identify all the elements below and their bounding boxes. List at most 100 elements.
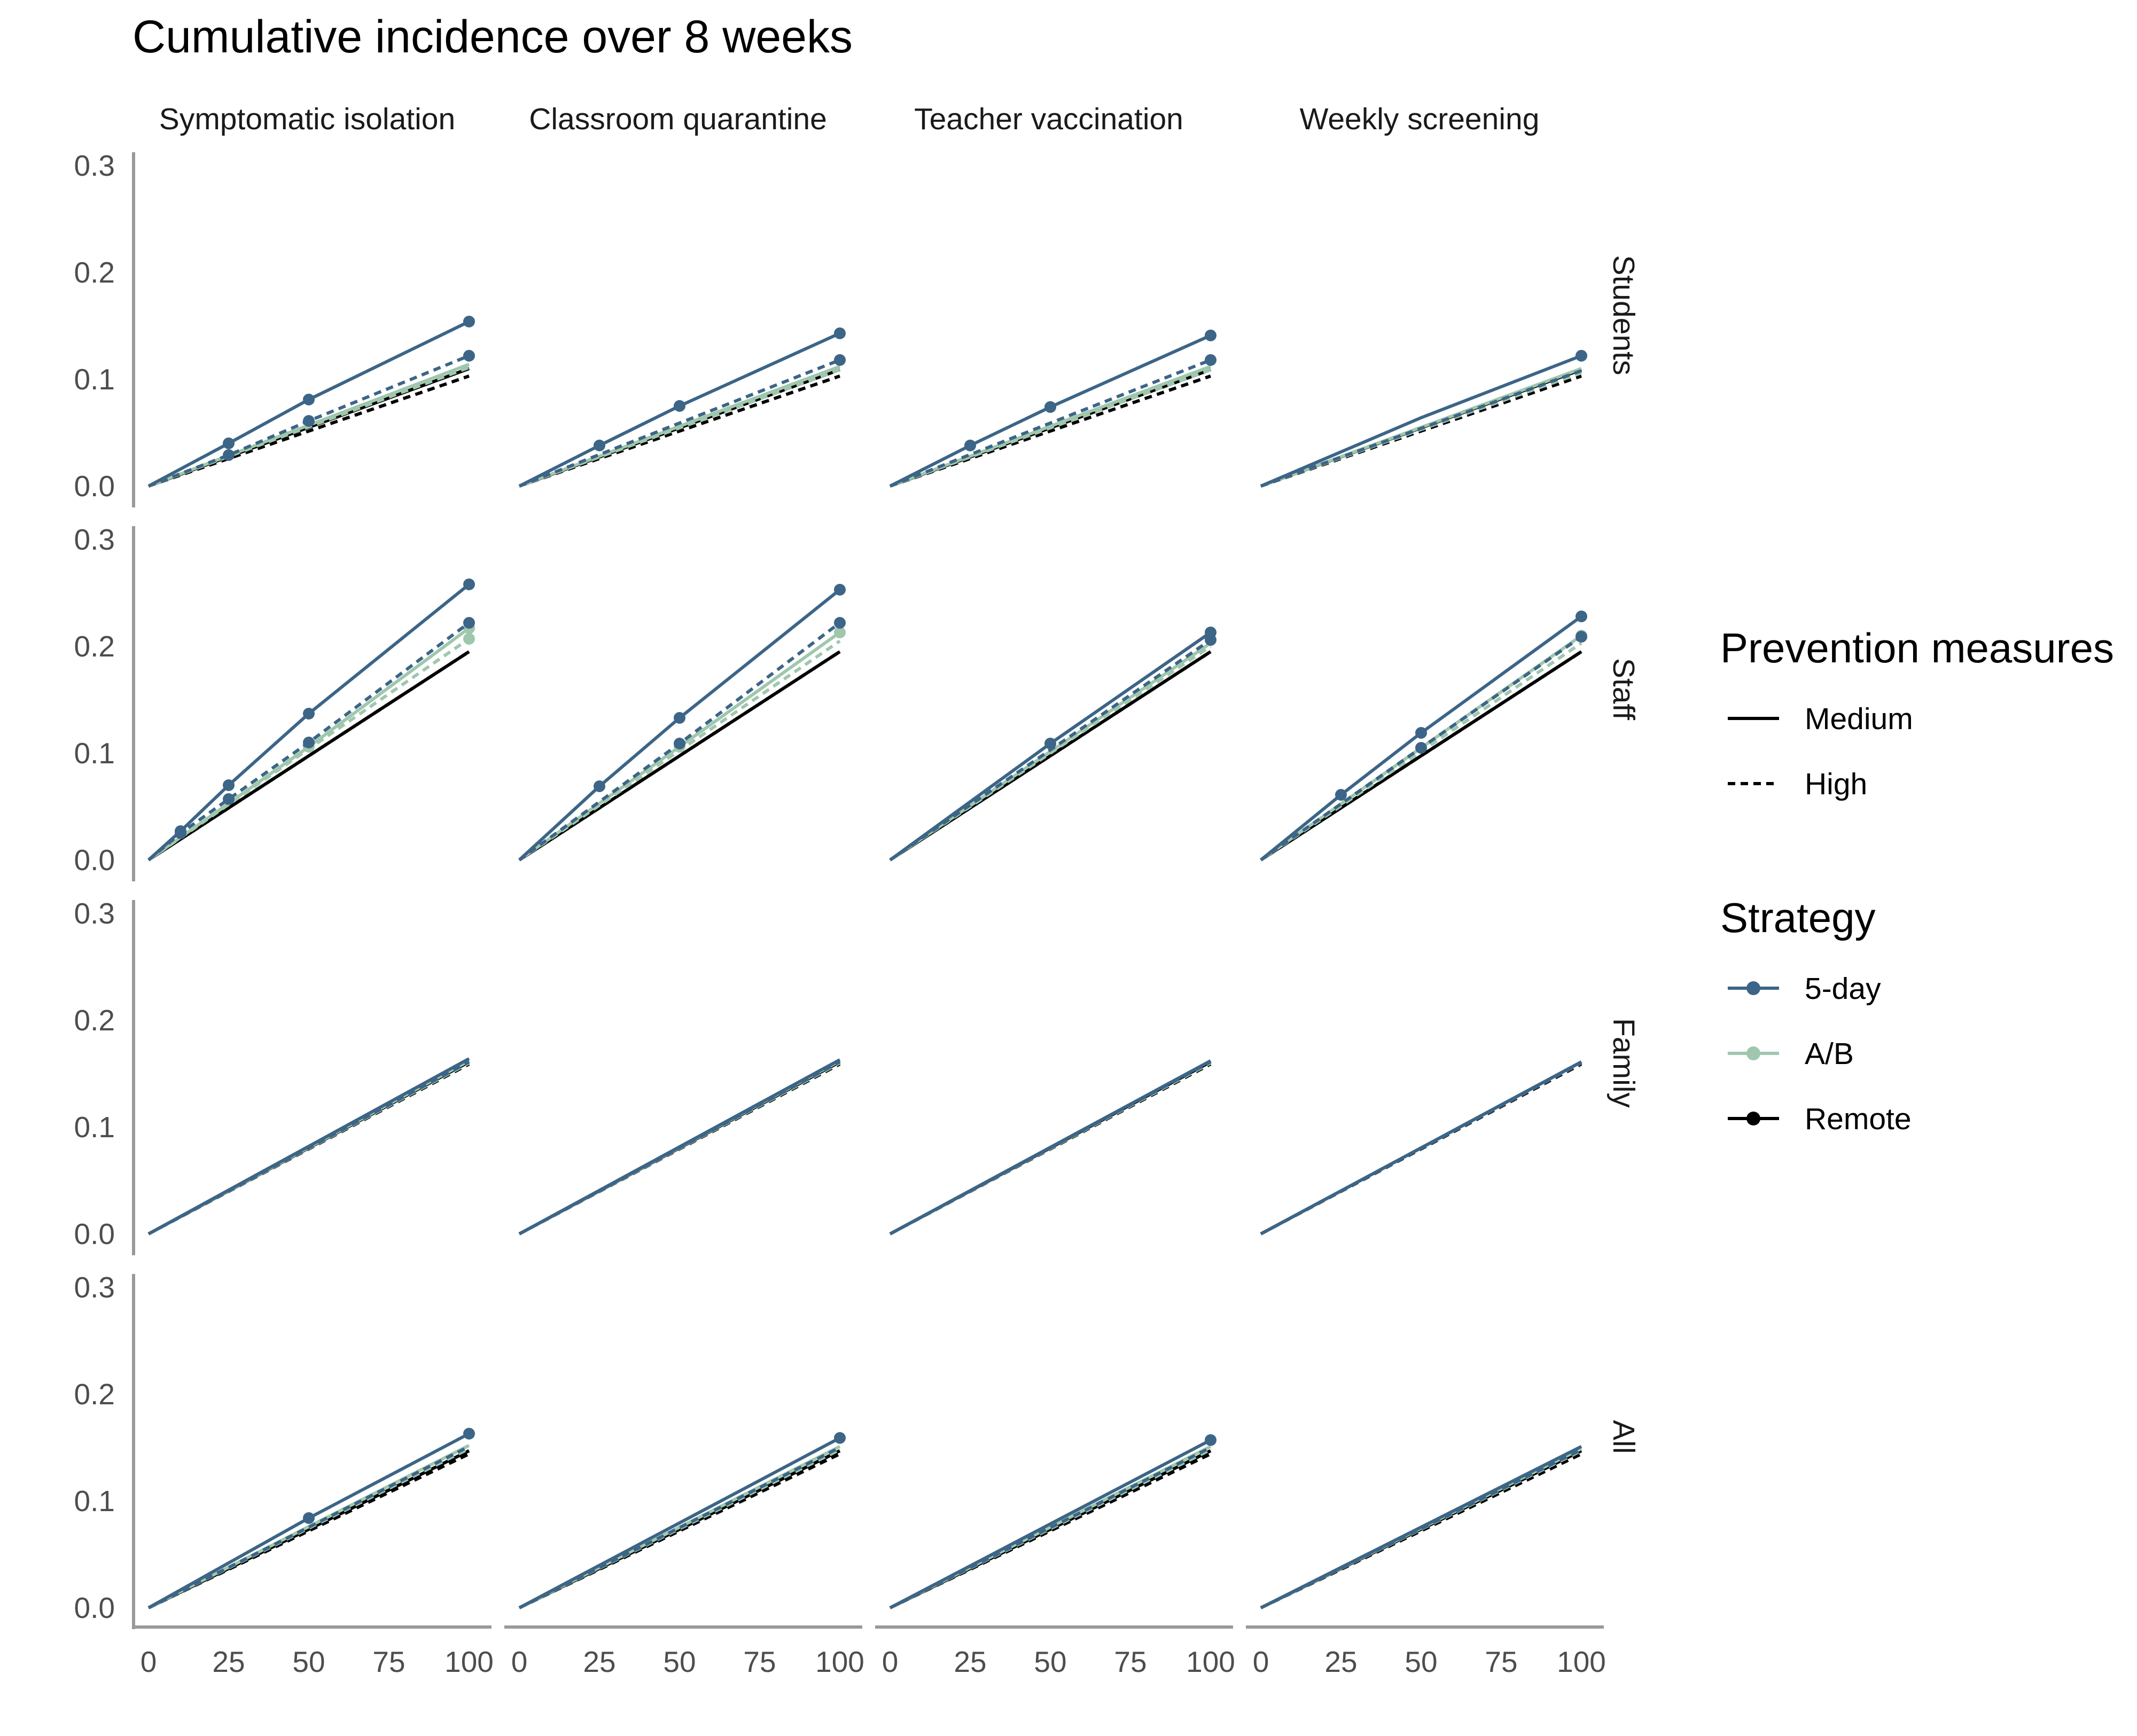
data-point-5-day-high: [1205, 354, 1216, 366]
axes: 0.0 0.1 0.2 0.3 0.0 0.1 0.2 0.3 0.0 0.1 0.2 0.3 0.0 0…: [74, 149, 1606, 1678]
column-strip-teacher-vaccination: Teacher vaccination: [914, 102, 1183, 136]
data-point-5-day-high: [303, 415, 315, 427]
panel-students-symptomatic-isolation: [147, 316, 475, 488]
data-point-5-day-medium: [303, 708, 315, 720]
panels: [147, 316, 1587, 1609]
legend-label-remote: Remote: [1805, 1102, 1912, 1136]
series-line-5-day-high: [889, 358, 1212, 488]
series-line-5-day-medium: [1260, 1060, 1582, 1235]
legend-strategy: Strategy 5-day A/B Remote: [1720, 894, 1912, 1136]
y-tick-label: 0.2: [74, 630, 115, 663]
series-line-remote-high: [147, 1452, 470, 1609]
legend-label-medium: Medium: [1805, 702, 1913, 736]
series-line-5-day-high: [1260, 369, 1582, 488]
x-tick-label: 50: [1405, 1645, 1437, 1678]
x-tick-label: 100: [1557, 1645, 1606, 1678]
x-tick-label: 25: [1324, 1645, 1357, 1678]
series-line-remote-medium: [1260, 650, 1582, 862]
series-line-remote-high: [518, 1452, 841, 1609]
data-point-a-b-high: [463, 633, 475, 645]
y-tick-label: 0.3: [74, 523, 115, 556]
facet-strips: Symptomatic isolation Classroom quarantin…: [159, 102, 1641, 1454]
y-tick-label: 0.2: [74, 1378, 115, 1411]
panel-students-teacher-vaccination: [889, 330, 1216, 488]
series-line-5-day-medium: [518, 1058, 841, 1235]
y-tick-label: 0.1: [74, 1484, 115, 1518]
data-point-5-day-medium: [463, 578, 475, 590]
panel-all-classroom-quarantine: [518, 1432, 846, 1609]
data-point-5-day-high: [674, 738, 685, 749]
series-line-5-day-medium: [1260, 1445, 1582, 1609]
x-tick-label: 75: [743, 1645, 776, 1678]
row-strip-staff: Staff: [1606, 658, 1641, 720]
data-point-5-day-high: [303, 737, 315, 748]
panel-family-classroom-quarantine: [518, 1058, 841, 1235]
series-line-5-day-high: [518, 1446, 841, 1609]
legend-key-point-remote: [1746, 1112, 1760, 1125]
data-point-5-day-medium: [1205, 627, 1216, 638]
x-tick-label: 50: [663, 1645, 696, 1678]
legend-label-a-b: A/B: [1805, 1037, 1854, 1071]
data-point-5-day-medium: [1205, 1434, 1216, 1446]
series-line-5-day-high: [147, 1445, 470, 1609]
series-line-remote-medium: [147, 650, 470, 862]
x-tick-label: 75: [1114, 1645, 1147, 1678]
data-point-5-day-medium: [834, 1432, 846, 1444]
chart-title: Cumulative incidence over 8 weeks: [132, 11, 853, 62]
series-line-5-day-high: [889, 638, 1212, 862]
row-strip-all: All: [1606, 1420, 1641, 1453]
series-line-5-day-medium: [1260, 354, 1582, 488]
y-tick-label: 0.1: [74, 737, 115, 770]
panel-staff-classroom-quarantine: [518, 584, 846, 862]
data-point-5-day-medium: [223, 437, 235, 449]
legend-prevention-measures: Prevention measures Medium High: [1720, 624, 2114, 801]
series-line-5-day-medium: [518, 588, 841, 862]
series-line-5-day-medium: [518, 1436, 841, 1609]
data-point-5-day-medium: [674, 400, 685, 412]
legend-title: Prevention measures: [1720, 624, 2114, 671]
legend-label-5-day: 5-day: [1805, 972, 1881, 1006]
data-point-a-b-medium: [834, 627, 846, 638]
series-line-5-day-medium: [147, 1057, 470, 1235]
panel-all-teacher-vaccination: [889, 1434, 1216, 1609]
legend-label-high: High: [1805, 767, 1867, 801]
x-tick-label: 0: [1253, 1645, 1269, 1678]
data-point-5-day-high: [223, 793, 235, 805]
panel-all-weekly-screening: [1260, 1445, 1582, 1609]
data-point-5-day-medium: [964, 440, 976, 451]
data-point-5-day-medium: [834, 327, 846, 339]
y-tick-label: 0.3: [74, 897, 115, 930]
series-line-5-day-medium: [147, 320, 470, 488]
data-point-5-day-high: [223, 449, 235, 461]
data-point-5-day-high: [463, 617, 475, 629]
data-point-5-day-medium: [1044, 401, 1056, 413]
x-tick-label: 25: [954, 1645, 986, 1678]
x-tick-label: 75: [1485, 1645, 1517, 1678]
series-line-5-day-medium: [889, 334, 1212, 488]
panel-staff-weekly-screening: [1260, 611, 1587, 862]
x-tick-label: 50: [292, 1645, 325, 1678]
data-point-5-day-medium: [303, 394, 315, 405]
x-tick-label: 0: [141, 1645, 157, 1678]
data-point-5-day-medium: [1044, 738, 1056, 749]
data-point-5-day-high: [1576, 631, 1587, 643]
data-point-5-day-medium: [1205, 330, 1216, 341]
legend-title: Strategy: [1720, 894, 1875, 941]
panel-family-weekly-screening: [1260, 1060, 1582, 1235]
row-strip-students: Students: [1606, 255, 1641, 376]
x-tick-label: 50: [1034, 1645, 1066, 1678]
data-point-5-day-high: [463, 350, 475, 362]
data-point-5-day-high: [834, 617, 846, 629]
series-line-5-day-high: [147, 354, 470, 488]
series-line-5-day-medium: [889, 1438, 1212, 1609]
series-line-5-day-medium: [518, 332, 841, 488]
y-tick-label: 0.1: [74, 363, 115, 396]
data-point-5-day-medium: [594, 440, 605, 451]
series-line-5-day-medium: [1260, 615, 1582, 862]
data-point-5-day-medium: [1576, 611, 1587, 622]
y-tick-label: 0.0: [74, 1217, 115, 1250]
panel-staff-symptomatic-isolation: [147, 578, 475, 862]
series-line-5-day-medium: [889, 1059, 1212, 1235]
y-tick-label: 0.0: [74, 470, 115, 503]
